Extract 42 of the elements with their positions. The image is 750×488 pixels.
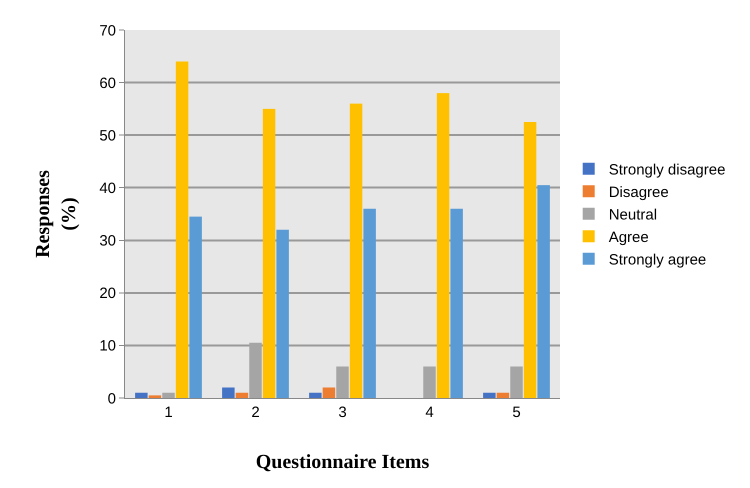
- bar: [336, 366, 349, 398]
- bar: [450, 208, 463, 398]
- x-tick-label: 5: [512, 404, 521, 421]
- bar: [496, 392, 510, 398]
- legend-label: Agree: [608, 229, 649, 246]
- bar: [162, 392, 175, 398]
- bar: [436, 93, 450, 398]
- x-tick-label: 1: [164, 404, 173, 421]
- y-tick-label: 60: [99, 74, 116, 92]
- bar: [510, 366, 523, 398]
- bar: [135, 392, 148, 398]
- legend-label: Neutral: [608, 206, 658, 224]
- bar: [262, 108, 276, 398]
- bar: [176, 62, 188, 398]
- bar: [537, 185, 550, 398]
- legend-label: Disagree: [608, 184, 669, 202]
- y-axis-title: Responses (%): [32, 170, 80, 258]
- y-tick-label: 50: [99, 127, 116, 144]
- bar: [189, 216, 202, 398]
- bar: [483, 392, 496, 398]
- y-tick-label: 0: [108, 390, 116, 408]
- y-tick-label: 10: [99, 338, 116, 355]
- x-axis-title: Questionnaire Items: [256, 451, 430, 473]
- bar: [423, 366, 436, 398]
- y-tick-label: 20: [99, 285, 116, 302]
- y-tick-label: 30: [99, 232, 116, 250]
- x-tick-label: 4: [425, 404, 434, 421]
- bar: [350, 104, 362, 398]
- y-tick-label: 40: [99, 180, 116, 197]
- bar: [322, 387, 336, 398]
- legend-label: Strongly agree: [608, 252, 706, 269]
- bar: [309, 392, 322, 398]
- x-tick-label: 3: [338, 404, 347, 421]
- bar: [363, 208, 376, 398]
- x-tick-label: 2: [251, 404, 260, 421]
- bar: [236, 392, 248, 398]
- bar: [222, 387, 235, 398]
- y-tick-label: 70: [99, 22, 116, 40]
- bar: [148, 395, 162, 398]
- bar: [524, 122, 536, 398]
- bar: [276, 230, 289, 398]
- legend-label: Strongly disagree: [608, 162, 726, 179]
